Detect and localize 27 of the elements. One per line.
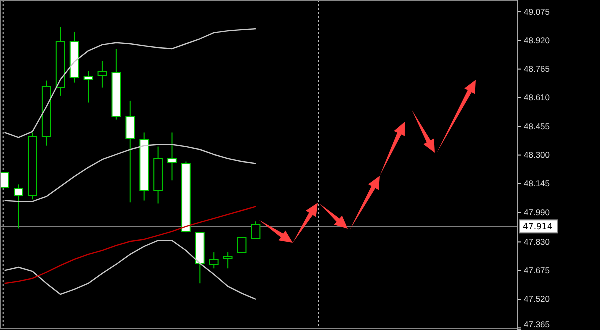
y-tick-label: 48.455 (524, 121, 550, 132)
candlestick (84, 70, 94, 104)
y-tick-label: 49.075 (524, 6, 550, 17)
candlestick (251, 221, 261, 240)
candlestick (98, 60, 108, 88)
y-tick-label: 47.990 (524, 207, 550, 218)
line-series (4, 206, 257, 284)
line-series (4, 28, 257, 138)
candlestick (126, 100, 136, 204)
line-series (4, 240, 257, 300)
candlestick (14, 184, 24, 230)
y-tick-label: 48.765 (524, 64, 550, 74)
y-tick-label: 47.365 (524, 320, 550, 330)
y-tick-label: 48.145 (524, 178, 550, 189)
y-tick-label: 48.610 (524, 92, 550, 103)
y-tick-label: 47.830 (524, 236, 550, 247)
candlestick (223, 252, 233, 270)
candlestick (237, 237, 247, 254)
y-tick-label: 48.920 (524, 35, 550, 46)
candlestick (0, 172, 10, 188)
y-tick-label: 47.675 (524, 266, 550, 276)
candlestick (209, 252, 219, 270)
y-tick-label: 47.520 (524, 294, 550, 304)
candlestick (168, 132, 177, 182)
line-series (4, 144, 257, 202)
y-tick-label: 48.300 (524, 150, 550, 160)
ref-line-label: 47.914 (523, 222, 553, 233)
